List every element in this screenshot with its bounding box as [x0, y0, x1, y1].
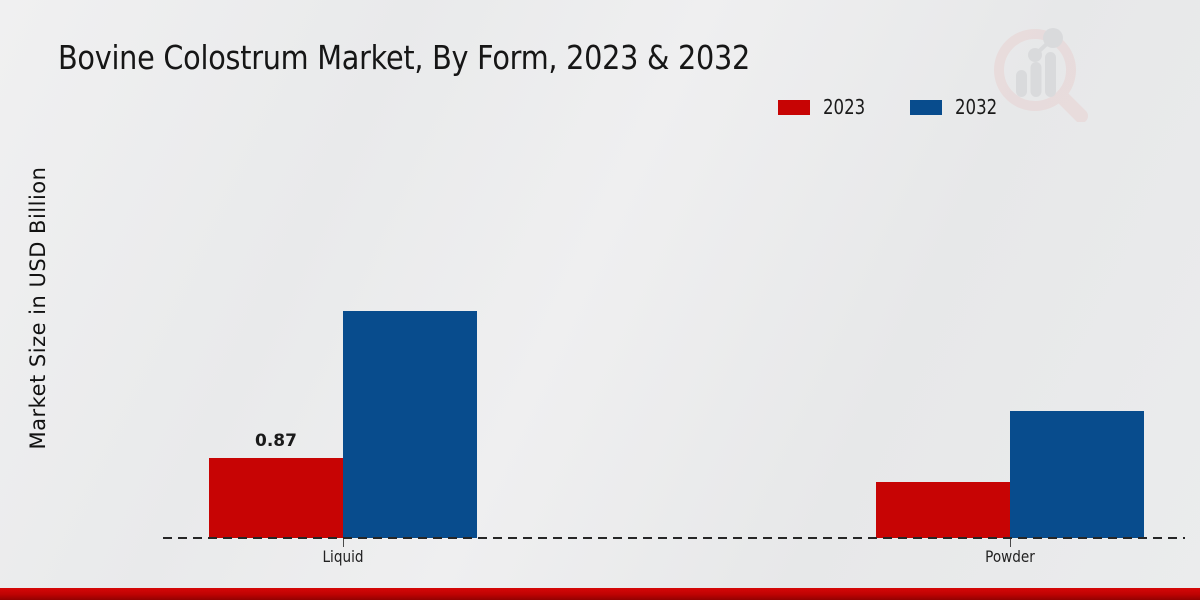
legend-swatch-2032 — [909, 99, 942, 115]
legend-item-2032: 2032 — [909, 95, 1006, 119]
legend-swatch-2023 — [778, 99, 810, 115]
x-axis-baseline — [163, 537, 1185, 539]
legend-item-2023: 2023 — [778, 95, 874, 119]
magnifier-bar-chart-logo-icon — [994, 28, 1088, 122]
footer-accent-bar — [0, 588, 1200, 600]
bar-liquid-2032 — [343, 311, 477, 538]
chart-title: Bovine Colostrum Market, By Form, 2023 &… — [58, 38, 751, 77]
bar-powder-2032 — [1010, 411, 1144, 538]
bar-powder-2023 — [876, 482, 1010, 538]
bar-liquid-2023 — [209, 458, 343, 538]
legend-label-2032: 2032 — [954, 95, 998, 119]
legend: 2023 2032 — [778, 95, 1006, 119]
x-axis-label-liquid: Liquid — [322, 547, 364, 566]
x-axis-tick-liquid — [343, 539, 344, 547]
x-axis-tick-powder — [1010, 539, 1011, 547]
legend-label-2023: 2023 — [823, 95, 866, 119]
bar-value-label-liquid-2023: 0.87 — [255, 431, 297, 451]
x-axis-label-powder: Powder — [985, 547, 1035, 566]
